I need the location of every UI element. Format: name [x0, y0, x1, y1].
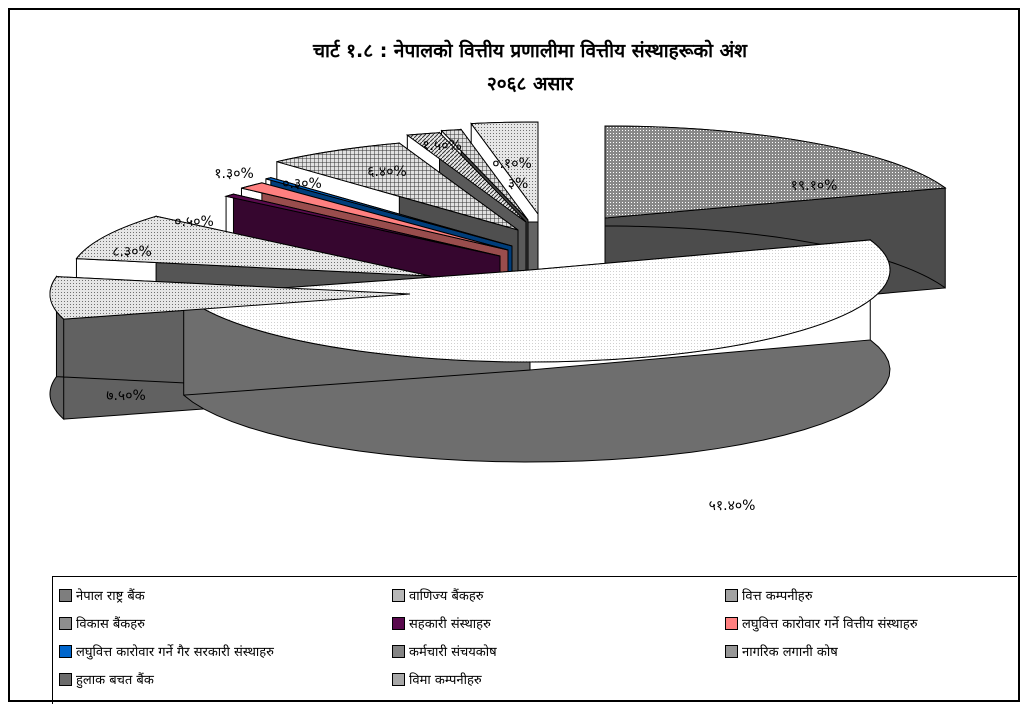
legend-item: वित्त कम्पनीहरु	[725, 581, 1025, 609]
pie-slice	[276, 142, 519, 231]
legend-swatch	[725, 616, 738, 630]
data-label: ०.३०%	[282, 176, 322, 192]
pie-slice	[604, 125, 947, 219]
legend-label: कर्मचारी संचयकोष	[409, 645, 497, 660]
legend-item: लघुवित्त कारोवार गर्ने वित्तीय संस्थाहरु	[725, 609, 1025, 637]
pie-slices	[49, 121, 947, 463]
legend-label: नागरिक लगानी कोष	[742, 645, 838, 660]
legend-item: हुलाक बचत बैंक	[59, 665, 392, 693]
legend-item: नेपाल राष्ट्र बैंक	[59, 581, 392, 609]
pie-slice	[440, 129, 529, 221]
legend-item: लघुवित्त कारोवार गर्ने गैर सरकारी संस्था…	[59, 637, 392, 665]
legend-label: लघुवित्त कारोवार गर्ने गैर सरकारी संस्था…	[76, 645, 274, 660]
legend-item: नागरिक लगानी कोष	[725, 637, 1025, 665]
legend-swatch	[59, 672, 72, 686]
legend-swatch	[725, 644, 738, 658]
legend-item: कर्मचारी संचयकोष	[392, 637, 725, 665]
legend-swatch	[59, 616, 72, 630]
data-label: ३%	[508, 176, 529, 192]
chart-frame: चार्ट १.८ : नेपालको वित्तीय प्रणालीमा वि…	[8, 8, 1020, 704]
pie-slice	[265, 177, 513, 247]
legend-swatch	[59, 588, 72, 602]
legend-item: विकास बैंकहरु	[59, 609, 392, 637]
legend-label: नेपाल राष्ट्र बैंक	[76, 589, 145, 604]
legend-label: वित्त कम्पनीहरु	[742, 589, 813, 604]
legend-label: सहकारी संस्थाहरु	[409, 617, 491, 632]
pie-slice	[470, 121, 539, 216]
legend-label: विमा कम्पनीहरु	[409, 673, 482, 688]
pie-chart: चार्ट १.८ : नेपालको वित्तीय प्रणालीमा वि…	[49, 39, 947, 514]
data-label: १.३०%	[214, 166, 254, 182]
legend-label: लघुवित्त कारोवार गर्ने वित्तीय संस्थाहरु	[742, 617, 918, 632]
legend: नेपाल राष्ट्र बैंक वाणिज्य बैंकहरु वित्त क…	[52, 576, 1017, 704]
data-label: १.५०%	[422, 138, 462, 154]
legend-swatch	[725, 588, 738, 602]
legend-label: हुलाक बचत बैंक	[76, 673, 154, 688]
legend-label: वाणिज्य बैंकहरु	[409, 589, 484, 604]
chart-title: चार्ट १.८ : नेपालको वित्तीय प्रणालीमा वि…	[312, 39, 748, 62]
data-label: ७.५०%	[106, 388, 146, 404]
data-label: ६.४०%	[367, 164, 407, 180]
legend-item: वाणिज्य बैंकहरु	[392, 581, 725, 609]
pie-slice	[182, 239, 891, 363]
pie-slice	[75, 215, 431, 277]
data-label: ०.५०%	[174, 214, 214, 230]
legend-swatch	[59, 644, 72, 658]
data-label: ०.१०%	[492, 156, 532, 172]
pie-slice	[49, 276, 411, 320]
legend-label: विकास बैंकहरु	[76, 617, 145, 632]
legend-swatch	[392, 588, 405, 602]
legend-swatch	[392, 616, 405, 630]
legend-item: सहकारी संस्थाहरु	[392, 609, 725, 637]
pie-slice	[241, 182, 509, 251]
legend-item: विमा कम्पनीहरु	[392, 665, 725, 693]
data-label: १९.१०%	[791, 178, 838, 194]
data-label: ५१.४०%	[709, 498, 756, 514]
legend-swatch	[392, 644, 405, 658]
pie-slice	[224, 193, 501, 257]
pie-slice	[405, 132, 527, 223]
legend-swatch	[392, 672, 405, 686]
data-labels: १९.१०% ५१.४०% ७.५०% ८.३०% ०.५०% १.३०% ०.३०% ६.४…	[106, 138, 837, 514]
data-label: ८.३०%	[112, 244, 152, 260]
chart-subtitle: २०६८ असार	[487, 73, 574, 95]
